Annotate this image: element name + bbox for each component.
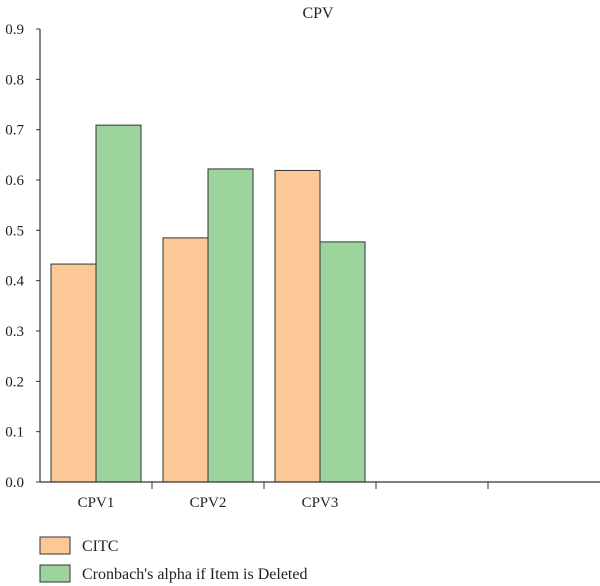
y-tick-label: 0.6 — [5, 173, 24, 189]
legend-label-citc: CITC — [82, 538, 118, 555]
legend-swatch-citc — [39, 536, 71, 555]
bar-citc-CPV1 — [50, 263, 97, 483]
y-tick-label: 0.3 — [5, 324, 24, 340]
y-tick-label: 0.1 — [5, 425, 24, 441]
bar-cronbach-CPV3 — [319, 241, 366, 483]
bar-cronbach-CPV2 — [207, 168, 254, 483]
plot-area: 0.0 0.1 0.2 0.3 0.4 0.5 0.6 0.7 0.8 0.9 CPV1 CPV2 CP… — [5, 22, 600, 511]
bar-cronbach-CPV1 — [95, 124, 142, 483]
legend: CITC Cronbach's alpha if Item is Deleted — [39, 536, 307, 583]
y-tick-label: 0.8 — [5, 72, 24, 88]
y-tick-label: 0.2 — [5, 374, 24, 390]
bar-citc-CPV3 — [274, 169, 321, 483]
x-tick-label: CPV2 — [190, 495, 227, 511]
bar-citc-CPV2 — [162, 237, 209, 483]
chart-title: CPV — [302, 5, 334, 22]
y-tick-label: 0.9 — [5, 22, 24, 38]
legend-label-cronbach: Cronbach's alpha if Item is Deleted — [82, 566, 307, 583]
legend-swatch-cronbach — [39, 564, 71, 583]
y-tick-label: 0.7 — [5, 123, 24, 139]
y-tick-label: 0.5 — [5, 223, 24, 239]
x-tick-label: CPV1 — [78, 495, 115, 511]
y-tick-label: 0.4 — [5, 274, 24, 290]
y-tick-label: 0.0 — [5, 475, 24, 491]
x-tick-label: CPV3 — [302, 495, 339, 511]
